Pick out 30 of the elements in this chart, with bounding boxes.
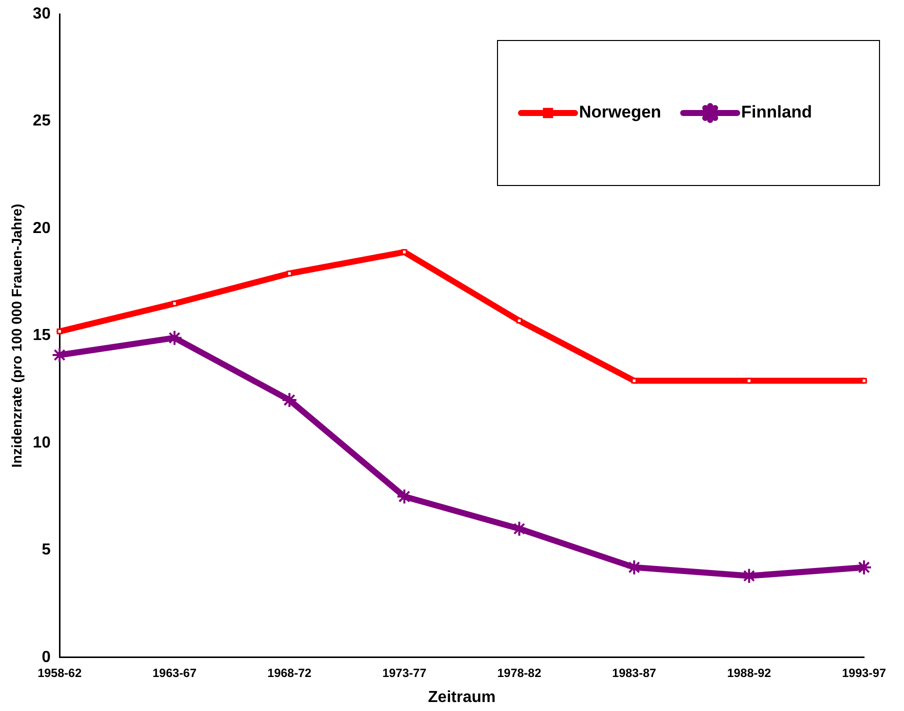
point [172,300,178,306]
y-tick-label: 5 [42,542,51,559]
x-tick-label: 1978-82 [497,666,542,680]
x-tick-label: 1983-87 [612,666,657,680]
y-tick-label: 20 [32,220,51,237]
point [861,378,867,384]
x-tick-label: 1993-97 [842,666,886,680]
legend-label: Norwegen [579,102,662,122]
point [166,330,183,346]
y-tick-label: 25 [32,112,51,130]
x-tick-label: 1968-72 [267,666,312,680]
x-tick-label: 1988-92 [727,666,772,680]
point [286,270,292,276]
point [856,559,872,576]
point [631,378,638,384]
y-tick-label: 10 [32,434,51,452]
point [56,328,62,334]
point [516,318,522,324]
point [746,378,752,384]
x-tick-label: 1958-62 [38,666,82,680]
legend-label: Finnland [741,102,812,122]
y-tick-label: 30 [32,5,51,22]
y-axis-title: Inzidenzrate (pro 100 000 Frauen-Jahre) [8,204,24,468]
y-tick-label: 0 [42,648,51,666]
x-tick-label: 1963-67 [152,666,197,680]
point [511,520,528,537]
x-axis-title: Zeitraum [428,688,496,706]
y-tick-label: 15 [32,327,51,344]
x-tick-label: 1973-77 [382,666,427,680]
point [281,392,298,408]
